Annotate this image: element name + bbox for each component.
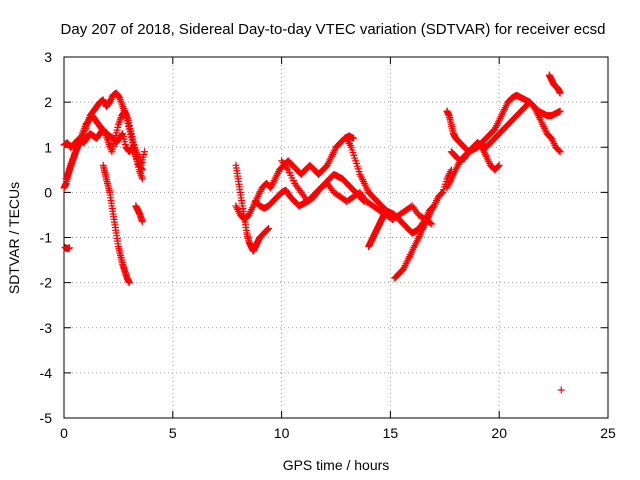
data-point: [556, 148, 564, 156]
y-tick-label: 2: [44, 94, 52, 110]
x-tick-labels: 0 5 10 15 20 25: [60, 425, 616, 441]
chart-title: Day 207 of 2018, Sidereal Day-to-day VTE…: [61, 21, 606, 38]
data-point: [438, 189, 446, 197]
data-point: [380, 211, 388, 219]
data-point: [264, 225, 272, 233]
data-point: [494, 162, 502, 170]
y-tick-label: -2: [40, 275, 53, 291]
data-point: [555, 147, 563, 155]
data-point: [265, 224, 273, 232]
grid: [64, 57, 608, 418]
y-tick-label: 0: [44, 184, 52, 200]
data-point: [138, 166, 146, 174]
x-tick-label: 10: [274, 425, 290, 441]
data-point: [428, 220, 436, 228]
x-tick-label: 15: [383, 425, 399, 441]
data-point: [65, 244, 73, 252]
y-axis-label: SDTVAR / TECUs: [6, 182, 22, 294]
y-tick-label: -1: [40, 230, 53, 246]
data-points: [60, 71, 565, 394]
y-tick-labels: -5 -4 -3 -2 -1 0 1 2 3: [40, 49, 53, 426]
data-point: [495, 161, 503, 169]
y-tick-label: -5: [40, 410, 53, 426]
data-point: [138, 175, 146, 183]
y-tick-label: 3: [44, 49, 52, 65]
data-point: [125, 279, 133, 287]
x-tick-label: 5: [169, 425, 177, 441]
x-axis-label: GPS time / hours: [283, 457, 390, 473]
axis-ticks: [63, 56, 609, 419]
x-tick-label: 20: [491, 425, 507, 441]
data-point: [556, 89, 564, 97]
data-point: [557, 386, 565, 394]
data-point: [349, 134, 357, 142]
data-point: [141, 148, 149, 156]
y-tick-label: -4: [40, 365, 53, 381]
y-tick-label: -3: [40, 320, 53, 336]
x-tick-label: 0: [60, 425, 68, 441]
y-tick-label: 1: [44, 139, 52, 155]
x-tick-label: 25: [600, 425, 616, 441]
data-point: [556, 107, 564, 115]
data-point: [138, 218, 146, 226]
